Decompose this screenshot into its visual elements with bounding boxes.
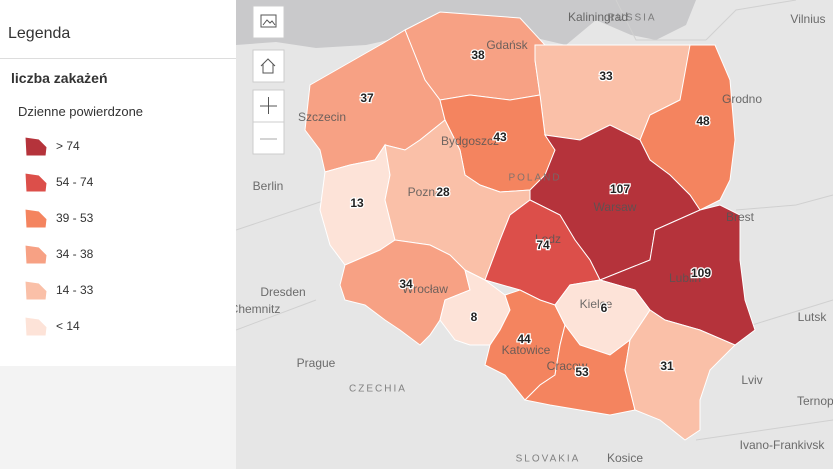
place-label: Grodno <box>722 92 762 106</box>
region-value: 8 <box>471 310 478 324</box>
country-label: RUSSIA <box>607 13 656 24</box>
field-name: Dzienne powierdzone <box>18 104 144 119</box>
place-label: Berlin <box>253 179 284 193</box>
legend-title: Legenda <box>8 25 71 42</box>
region-value: 38 <box>471 48 485 62</box>
place-label: Kaliningrad <box>568 10 628 24</box>
region-value: 37 <box>360 91 374 105</box>
place-label: Gdańsk <box>486 38 528 52</box>
region <box>624 309 736 441</box>
basemap-icon <box>260 14 277 28</box>
place-label: Dresden <box>260 285 305 299</box>
region-value: 33 <box>599 69 613 83</box>
place-label: Vilnius <box>790 12 825 26</box>
swatch-shape <box>24 244 48 265</box>
layer-name: liczba zakażeń <box>11 70 108 86</box>
place-label: Lublin <box>669 271 701 285</box>
region-value: 34 <box>399 277 413 291</box>
place-label: Brest <box>726 210 755 224</box>
swatch-shape <box>24 208 48 229</box>
place-label: Kielce <box>580 297 613 311</box>
map-controls <box>252 5 285 155</box>
legend-swatch <box>24 244 48 265</box>
divider <box>0 58 236 59</box>
region-value: 107 <box>610 182 630 196</box>
swatch-shape <box>24 316 48 337</box>
legend-swatch <box>24 136 48 157</box>
place-label: Chemnitz <box>236 302 280 316</box>
place-label: Lodz <box>535 232 561 246</box>
regions <box>304 11 756 441</box>
country-label: CZECHIA <box>349 384 407 395</box>
legend-panel: Legenda liczba zakażeń Dzienne powierdzo… <box>0 0 236 469</box>
legend-swatch <box>24 172 48 193</box>
place-label: Prague <box>297 356 336 370</box>
region-value: 13 <box>350 196 364 210</box>
borders <box>236 0 833 441</box>
place-label: Cracow <box>547 359 588 373</box>
country-label: POLAND <box>508 173 561 184</box>
place-label: Katowice <box>502 343 551 357</box>
region-value: 74 <box>536 238 550 252</box>
region-value: 44 <box>517 332 531 346</box>
place-label: Kosice <box>607 451 643 465</box>
place-label: Szczecin <box>298 110 346 124</box>
legend-swatch <box>24 208 48 229</box>
region <box>439 269 511 346</box>
place-label: Ivano-Frankivsk <box>740 438 826 452</box>
region-value: 31 <box>660 359 674 373</box>
place-label: Bydgoszcz <box>441 134 499 148</box>
zoom-out-button[interactable] <box>252 121 285 155</box>
legend-swatch <box>24 280 48 301</box>
region-value: 48 <box>696 114 710 128</box>
place-label: Lviv <box>741 373 762 387</box>
swatch-shape <box>24 280 48 301</box>
zoom-in-icon <box>260 97 277 114</box>
home-icon <box>260 58 276 74</box>
place-label: Ternopil <box>797 394 833 408</box>
region-value: 43 <box>493 130 507 144</box>
legend-swatch <box>24 316 48 337</box>
place-label: Poznań <box>408 185 449 199</box>
legend-label: 14 - 33 <box>56 283 94 297</box>
place-label: Warsaw <box>594 200 637 214</box>
region-value: 53 <box>575 365 589 379</box>
place-label: Wrocław <box>402 282 448 296</box>
region-value: 109 <box>691 266 711 280</box>
region <box>523 323 636 416</box>
legend-label: 34 - 38 <box>56 247 94 261</box>
legend-label: < 14 <box>56 319 80 333</box>
home-button[interactable] <box>252 49 285 83</box>
sea <box>236 0 696 48</box>
swatch-shape <box>24 172 48 193</box>
place-label: Lutsk <box>798 310 828 324</box>
legend-label: 39 - 53 <box>56 211 94 225</box>
legend-label: > 74 <box>56 139 80 153</box>
swatch-shape <box>24 136 48 157</box>
region-value: 6 <box>601 301 608 315</box>
country-label: SLOVAKIA <box>516 454 581 465</box>
legend-label: 54 - 74 <box>56 175 94 189</box>
region-value: 28 <box>436 185 450 199</box>
